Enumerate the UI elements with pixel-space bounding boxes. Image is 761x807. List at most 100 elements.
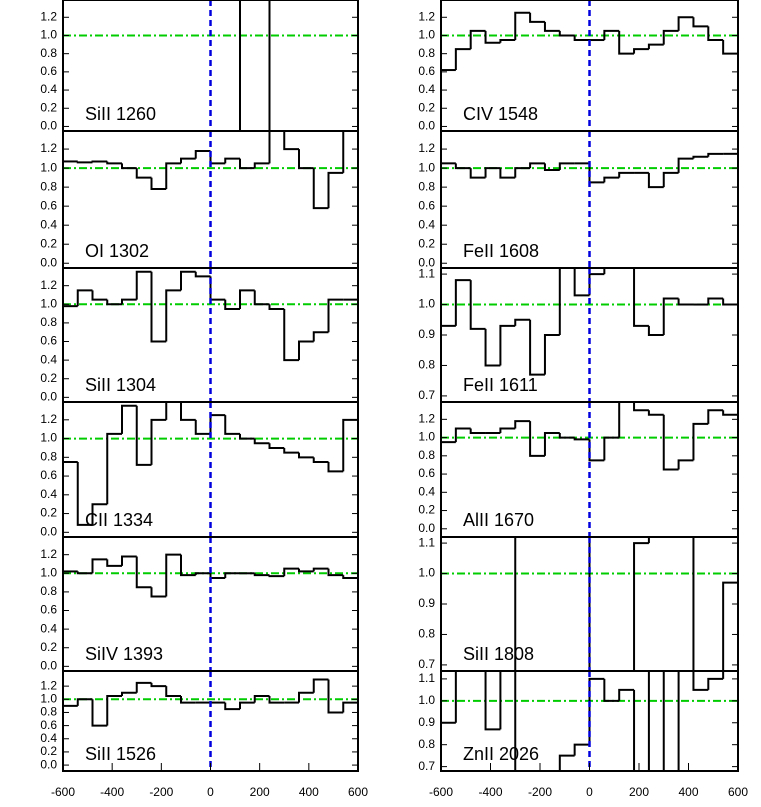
step bbox=[239, 433, 255, 440]
y-tick-label: 0.8 bbox=[40, 584, 57, 598]
y-tick-label: 1.0 bbox=[418, 297, 435, 311]
step bbox=[298, 452, 314, 459]
y-tick-label: 1.0 bbox=[40, 28, 57, 42]
y-tick-label: 0.0 bbox=[40, 659, 57, 673]
y-tick-label: 1.2 bbox=[40, 547, 57, 561]
step bbox=[499, 39, 516, 43]
step bbox=[692, 671, 709, 691]
step bbox=[633, 689, 636, 771]
step bbox=[135, 681, 152, 693]
step bbox=[150, 418, 167, 465]
step bbox=[618, 402, 635, 438]
step bbox=[514, 671, 517, 771]
step bbox=[121, 163, 137, 170]
step bbox=[224, 572, 240, 578]
step bbox=[647, 43, 664, 50]
step bbox=[573, 437, 590, 441]
y-tick-label: 0.2 bbox=[40, 371, 57, 385]
y-tick-label: 0.4 bbox=[40, 487, 57, 501]
y-tick-label: 1.2 bbox=[418, 412, 435, 426]
step bbox=[106, 695, 122, 726]
panel-label: SiII 1304 bbox=[85, 375, 156, 395]
x-tick-label: -400 bbox=[100, 785, 124, 799]
step bbox=[603, 436, 620, 461]
step bbox=[722, 671, 725, 679]
step bbox=[312, 678, 329, 693]
step bbox=[268, 0, 271, 131]
step bbox=[588, 163, 605, 184]
y-tick-label: 0.0 bbox=[40, 119, 57, 133]
step bbox=[298, 149, 314, 170]
x-tick-label: -600 bbox=[51, 785, 75, 799]
y-tick-label: 0.4 bbox=[418, 484, 435, 498]
step bbox=[283, 567, 299, 577]
step bbox=[194, 419, 211, 435]
step bbox=[253, 695, 270, 703]
x-tick-label: 400 bbox=[678, 785, 698, 799]
x-tick-label: -600 bbox=[429, 785, 453, 799]
step bbox=[327, 568, 344, 577]
step bbox=[194, 149, 211, 159]
y-tick-label: 0.7 bbox=[418, 388, 435, 402]
y-tick-label: 1.0 bbox=[418, 28, 435, 42]
y-tick-label: 0.8 bbox=[418, 737, 435, 751]
y-tick-label: 0.8 bbox=[40, 46, 57, 60]
y-tick-label: 0.2 bbox=[418, 100, 435, 114]
step bbox=[647, 537, 650, 544]
step bbox=[209, 414, 226, 434]
y-tick-label: 0.0 bbox=[418, 521, 435, 535]
step bbox=[603, 29, 620, 41]
step bbox=[224, 415, 240, 435]
y-tick-label: 0.9 bbox=[418, 596, 435, 610]
step bbox=[121, 691, 137, 696]
y-tick-label: 1.0 bbox=[40, 691, 57, 705]
y-tick-label: 0.4 bbox=[40, 82, 57, 96]
panel-label: SiII 1260 bbox=[85, 104, 156, 124]
step bbox=[603, 268, 606, 275]
y-tick-label: 0.4 bbox=[40, 731, 57, 745]
y-tick-label: 0.4 bbox=[418, 82, 435, 96]
y-tick-label: 0.2 bbox=[418, 503, 435, 517]
step bbox=[180, 270, 196, 291]
step bbox=[165, 402, 181, 420]
step bbox=[469, 29, 486, 50]
step bbox=[135, 405, 152, 466]
step bbox=[618, 30, 635, 55]
y-tick-label: 0.6 bbox=[418, 198, 435, 212]
step bbox=[692, 17, 709, 28]
y-tick-label: 0.0 bbox=[40, 757, 57, 771]
step bbox=[558, 754, 575, 771]
y-tick-label: 0.6 bbox=[40, 718, 57, 732]
step bbox=[268, 696, 285, 704]
step bbox=[469, 168, 486, 179]
y-tick-label: 1.2 bbox=[40, 678, 57, 692]
y-tick-label: 0.9 bbox=[418, 327, 435, 341]
y-tick-label: 1.2 bbox=[40, 141, 57, 155]
step bbox=[76, 571, 93, 575]
step bbox=[121, 555, 137, 566]
panel bbox=[441, 0, 738, 131]
step bbox=[722, 410, 738, 416]
step bbox=[165, 162, 181, 190]
y-tick-label: 0.6 bbox=[40, 603, 57, 617]
step bbox=[268, 443, 285, 449]
panel-label: FeII 1608 bbox=[463, 241, 539, 261]
panel bbox=[441, 131, 738, 268]
step bbox=[224, 157, 240, 164]
y-tick-label: 1.1 bbox=[418, 671, 435, 685]
step bbox=[312, 331, 329, 342]
step bbox=[454, 163, 471, 170]
y-tick-label: 1.2 bbox=[40, 9, 57, 23]
y-tick-label: 0.6 bbox=[40, 334, 57, 348]
step bbox=[312, 168, 329, 210]
x-tick-label: 200 bbox=[250, 785, 270, 799]
step bbox=[603, 678, 620, 702]
step bbox=[647, 172, 664, 189]
step bbox=[454, 671, 457, 723]
y-tick-label: 1.0 bbox=[418, 693, 435, 707]
step bbox=[514, 537, 517, 671]
step bbox=[283, 131, 299, 151]
step bbox=[253, 438, 270, 445]
y-tick-label: 0.2 bbox=[40, 506, 57, 520]
step bbox=[150, 682, 167, 688]
